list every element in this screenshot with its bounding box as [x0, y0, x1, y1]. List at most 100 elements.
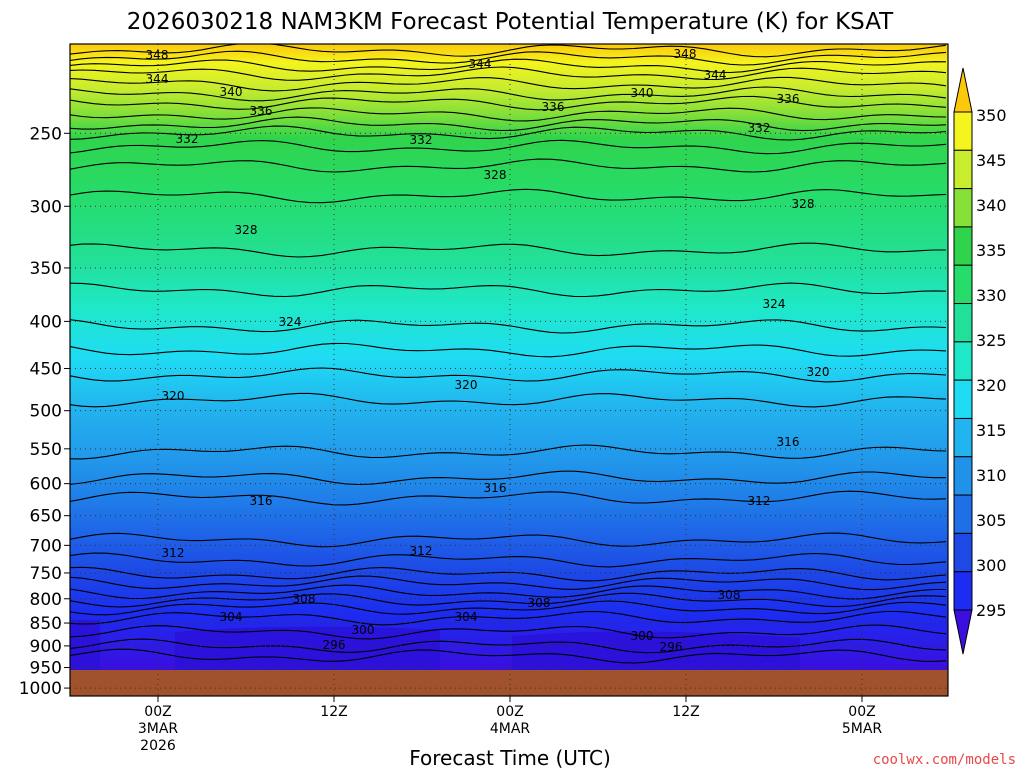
colorbar-swatch [953, 571, 973, 611]
contour-label: 320 [455, 378, 478, 392]
chart-title: 2026030218 NAM3KM Forecast Potential Tem… [127, 9, 894, 35]
x-tick-label: 00Z [848, 704, 875, 720]
contour-label: 324 [763, 297, 786, 311]
contour-label: 348 [146, 48, 169, 62]
y-tick-label: 850 [30, 614, 62, 634]
contour-line [70, 490, 947, 506]
ground-surface [70, 670, 948, 696]
colorbar-label: 320 [976, 376, 1007, 395]
contour-label: 300 [352, 623, 375, 637]
colorbar-label: 350 [976, 106, 1007, 125]
contour-line [70, 50, 947, 66]
x-tick-label: 12Z [672, 704, 699, 720]
x-tick-label: 3MAR [138, 721, 179, 737]
contour-label: 308 [718, 588, 741, 602]
contour-line [70, 66, 947, 81]
y-tick-label: 1000 [19, 679, 62, 699]
contour-line [70, 342, 947, 358]
contour-label: 336 [542, 100, 565, 114]
contour-label: 344 [146, 72, 169, 86]
plot-frame [69, 43, 949, 697]
colorbar-label: 315 [976, 421, 1007, 440]
colorbar-swatch [953, 494, 973, 534]
contour-line [70, 44, 947, 58]
contour-label: 320 [162, 389, 185, 403]
colorbar-label: 325 [976, 331, 1007, 350]
contour-line [70, 367, 947, 383]
y-tick-label: 550 [30, 440, 62, 460]
contour-line [70, 470, 946, 486]
contour-label: 332 [176, 132, 199, 146]
contour-label: 308 [528, 596, 551, 610]
y-tick-label: 750 [30, 564, 62, 584]
contour-line [70, 139, 947, 155]
contour-line [70, 575, 947, 591]
contour-label: 336 [250, 104, 273, 118]
contour-line [70, 552, 947, 568]
contour-label: 324 [279, 315, 302, 329]
colorbar-swatch [953, 149, 973, 190]
y-tick-label: 450 [30, 360, 62, 380]
contour-label: 312 [162, 546, 185, 560]
theta-field [70, 44, 948, 670]
contour-line [70, 95, 947, 111]
contour-line [70, 648, 947, 664]
contour-label: 344 [704, 68, 727, 82]
colorbar-swatch [953, 264, 973, 305]
contour-line [70, 158, 947, 173]
colorbar-min-arrow [953, 609, 973, 655]
colorbar-label: 340 [976, 196, 1007, 215]
contour-labels: 348 348 344 344 344 340 340 336 336 336 332 332 332 3… [146, 47, 830, 654]
y-tick-label: 650 [30, 507, 62, 527]
contour-label: 308 [293, 592, 316, 606]
y-tick-label: 250 [30, 124, 62, 144]
contour-label: 344 [469, 57, 492, 71]
contour-line [70, 58, 947, 74]
contour-line [70, 76, 947, 92]
contour-line [70, 592, 947, 608]
y-tick-label: 500 [30, 402, 62, 422]
contour-line [70, 319, 947, 334]
contour-label: 332 [748, 121, 771, 135]
contour-label: 320 [807, 365, 830, 379]
colorbar-label: 330 [976, 286, 1007, 305]
contour-label: 296 [323, 638, 346, 652]
y-tick-label: 400 [30, 312, 62, 332]
cold-pool-region [512, 631, 800, 670]
contour-line [70, 566, 947, 582]
x-tick-label: 4MAR [490, 721, 531, 737]
contour-line [70, 532, 947, 548]
colorbar-swatch [953, 456, 973, 496]
colorbar-label: 295 [976, 601, 1007, 620]
contour-line [70, 444, 947, 460]
contour-label: 328 [235, 223, 258, 237]
y-tick-label: 700 [30, 536, 62, 556]
x-tick-label: 00Z [496, 704, 523, 720]
colorbar-swatch [953, 111, 973, 151]
x-axis-label: Forecast Time (UTC) [409, 746, 611, 768]
contour-line [70, 584, 946, 600]
plot-area [70, 44, 948, 696]
contour-label: 348 [674, 47, 697, 61]
colorbar-label: 345 [976, 151, 1007, 170]
colorbar-label: 300 [976, 556, 1007, 575]
contour-label: 316 [777, 435, 800, 449]
contour-line [70, 188, 947, 204]
colorbar-swatch [953, 188, 973, 228]
contour-label: 316 [484, 481, 507, 495]
contour-line [70, 116, 947, 132]
contour-label: 328 [792, 197, 815, 211]
contour-label: 296 [660, 640, 683, 654]
y-tick-label: 600 [30, 475, 62, 495]
contour-line [70, 600, 947, 616]
contour-label: 312 [410, 544, 433, 558]
contour-label: 340 [631, 86, 654, 100]
colorbar-swatch [953, 532, 973, 573]
colorbar-label: 335 [976, 241, 1007, 260]
contour-label: 316 [250, 494, 273, 508]
y-tick-label: 300 [30, 197, 62, 217]
contour-label: 340 [220, 85, 243, 99]
contour-label: 304 [455, 610, 478, 624]
contour-line [70, 392, 947, 408]
